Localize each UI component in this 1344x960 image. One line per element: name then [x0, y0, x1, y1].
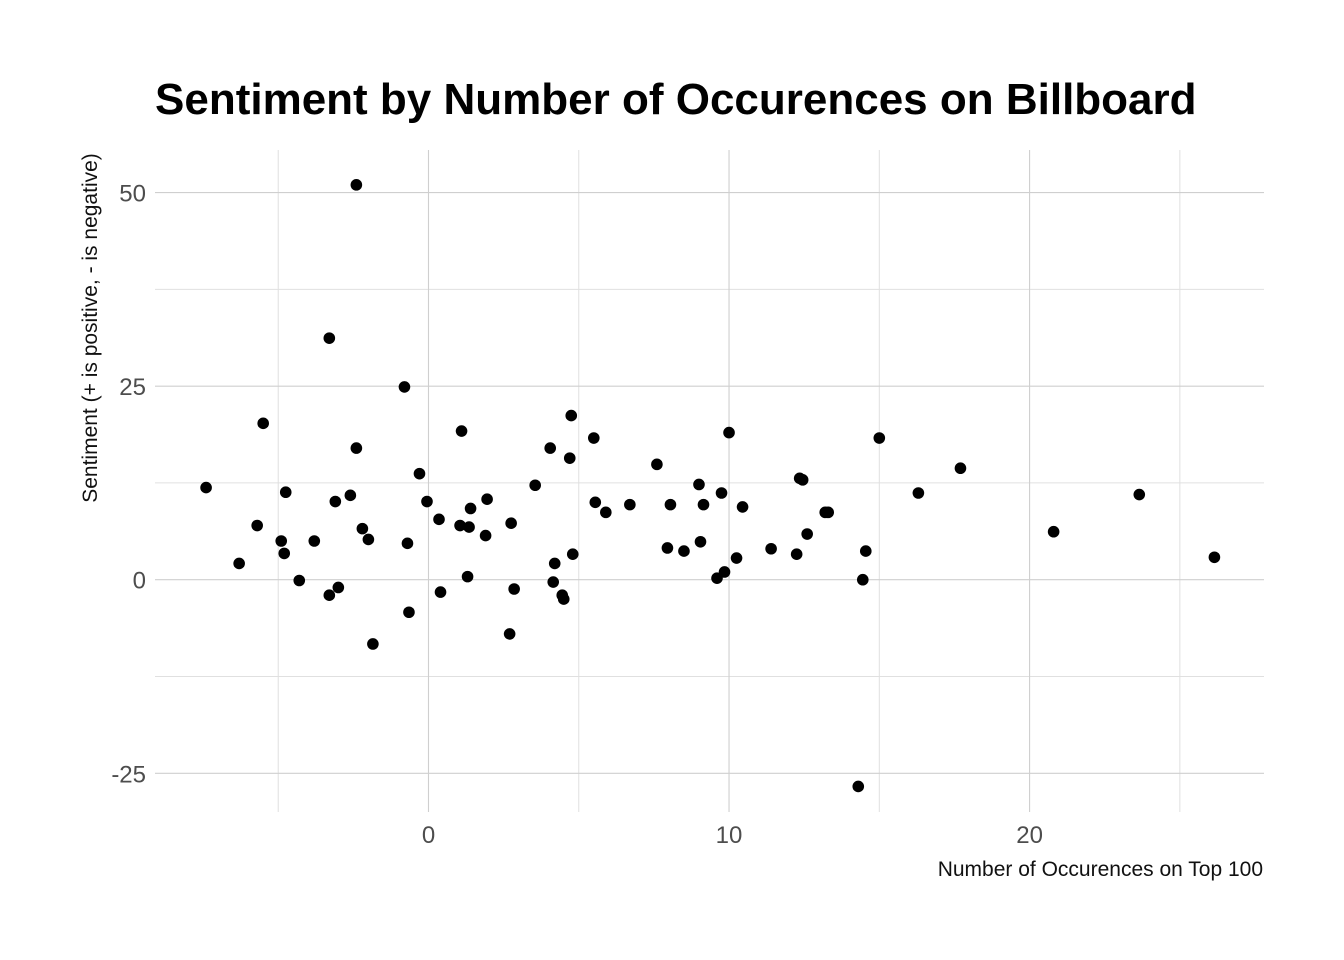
scatter-point: [344, 489, 357, 502]
scatter-point: [308, 535, 321, 547]
scatter-point: [856, 573, 869, 586]
scatter-point: [651, 458, 663, 471]
scatter-point: [503, 628, 516, 640]
scatter-point: [718, 566, 731, 578]
scatter-point: [765, 542, 777, 555]
scatter-point: [697, 498, 710, 511]
scatter-point: [251, 519, 263, 532]
scatter-point: [350, 442, 363, 454]
scatter-point: [822, 506, 835, 519]
scatter-point: [356, 522, 369, 535]
scatter-point: [678, 545, 690, 557]
scatter-point: [912, 487, 925, 499]
scatter-point: [454, 519, 466, 532]
scatter-point: [279, 486, 292, 499]
scatter-point: [600, 506, 612, 519]
x-tick-label: 20: [1016, 822, 1043, 849]
scatter-point: [463, 521, 475, 533]
scatter-point: [398, 381, 411, 393]
scatter-point: [873, 432, 886, 444]
scatter-point: [200, 481, 212, 494]
scatter-point: [544, 442, 557, 454]
scatter-point: [565, 409, 578, 422]
scatter-point: [323, 589, 336, 602]
scatter-point: [852, 780, 865, 793]
scatter-point: [479, 529, 492, 542]
scatter-point: [508, 583, 520, 595]
scatter-point: [723, 426, 735, 439]
tick-labels: 0 10 20 -25 0 25 50: [111, 181, 1043, 849]
scatter-point: [257, 417, 269, 430]
scatter-point: [790, 548, 803, 560]
grid-lines: [155, 150, 1264, 812]
y-tick-label: 25: [119, 374, 146, 401]
scatter-point: [529, 479, 541, 492]
x-tick-label: 0: [422, 822, 435, 849]
scatter-point: [566, 548, 579, 560]
scatter-point: [587, 432, 600, 444]
scatter-point: [589, 496, 602, 509]
scatter-point: [557, 593, 570, 605]
scatter-point: [505, 517, 517, 529]
scatter-point: [801, 528, 813, 540]
scatter-point: [413, 467, 426, 480]
scatter-point: [461, 570, 474, 583]
scatter-point: [547, 576, 560, 588]
y-axis-label: Sentiment (+ is positive, - is negative): [79, 153, 102, 503]
scatter-point: [293, 574, 306, 587]
y-tick-label: 0: [133, 568, 146, 595]
scatter-point: [736, 501, 749, 513]
scatter-point: [323, 332, 336, 344]
scatter-point: [661, 542, 674, 554]
scatter-point: [275, 535, 288, 547]
scatter-point: [715, 487, 728, 499]
scatter-point: [548, 557, 561, 570]
scatter-point: [455, 425, 468, 437]
scatter-point: [421, 495, 433, 508]
scatter-point: [464, 502, 477, 515]
scatter-point: [362, 533, 375, 546]
scatter-point: [367, 638, 379, 650]
scatter-point: [332, 581, 345, 594]
chart-title: Sentiment by Number of Occurences on Bil…: [155, 75, 1197, 124]
x-axis-label: Number of Occurences on Top 100: [938, 858, 1263, 881]
scatter-point: [796, 474, 809, 486]
scatter-point: [1208, 551, 1221, 564]
scatter-point: [954, 462, 967, 475]
scatter-point: [350, 179, 363, 191]
scatter-point: [693, 478, 705, 491]
scatter-point: [434, 586, 447, 598]
y-tick-label: 50: [119, 181, 146, 208]
scatter-point: [859, 545, 872, 557]
scatter-point: [624, 498, 636, 511]
scatter-point: [401, 537, 414, 550]
scatter-point: [481, 493, 493, 505]
scatter-point: [403, 606, 415, 619]
scatter-point: [433, 513, 445, 526]
scatter-point: [694, 535, 707, 548]
x-tick-label: 10: [716, 822, 743, 849]
scatter-point: [664, 498, 677, 511]
scatter-point: [563, 452, 576, 464]
scatter-point: [1047, 525, 1060, 538]
scatter-point: [1133, 488, 1146, 501]
scatter-point: [329, 495, 342, 508]
scatter-point: [278, 547, 291, 560]
scatter-point: [730, 552, 743, 564]
data-points: [200, 179, 1221, 793]
scatter-point: [233, 557, 245, 570]
y-tick-label: -25: [111, 761, 146, 788]
